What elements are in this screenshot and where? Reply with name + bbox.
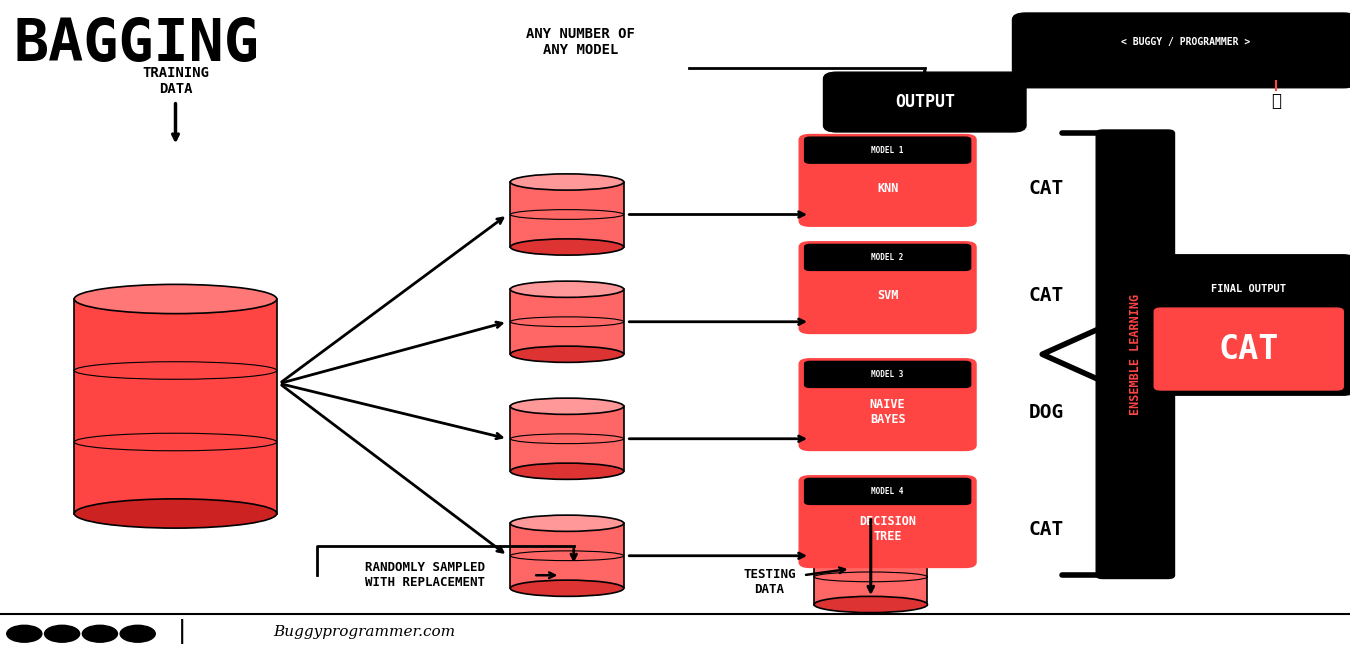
Text: MODEL 1: MODEL 1 (872, 146, 903, 155)
Ellipse shape (510, 239, 624, 255)
Polygon shape (510, 523, 624, 588)
Ellipse shape (510, 281, 624, 298)
FancyBboxPatch shape (799, 242, 976, 333)
FancyBboxPatch shape (1143, 255, 1350, 395)
FancyBboxPatch shape (805, 244, 971, 270)
FancyBboxPatch shape (824, 72, 1026, 132)
Text: ENSEMBLE LEARNING: ENSEMBLE LEARNING (1129, 294, 1142, 415)
Ellipse shape (74, 285, 277, 314)
Polygon shape (510, 406, 624, 471)
Text: Learn with your mistake: Learn with your mistake (1073, 61, 1216, 72)
Text: < BUGGY / PROGRAMMER >: < BUGGY / PROGRAMMER > (1120, 37, 1250, 47)
Text: OUTPUT: OUTPUT (895, 93, 954, 111)
Text: TESTING
DATA: TESTING DATA (744, 567, 795, 596)
Text: CAT: CAT (1029, 179, 1064, 198)
Text: DECISION
TREE: DECISION TREE (859, 515, 917, 543)
Text: 🐞: 🐞 (1270, 92, 1281, 110)
Text: SVM: SVM (878, 289, 898, 302)
Text: KNN: KNN (878, 182, 898, 195)
FancyBboxPatch shape (799, 135, 976, 226)
Ellipse shape (814, 597, 927, 612)
Ellipse shape (510, 174, 624, 190)
Polygon shape (510, 289, 624, 354)
Text: |: | (178, 619, 186, 644)
Text: CAT: CAT (1029, 286, 1064, 305)
FancyBboxPatch shape (799, 476, 976, 567)
Text: CAT: CAT (1029, 520, 1064, 539)
Polygon shape (814, 549, 927, 604)
FancyBboxPatch shape (805, 137, 971, 163)
Text: RANDOMLY SAMPLED
WITH REPLACEMENT: RANDOMLY SAMPLED WITH REPLACEMENT (366, 561, 485, 590)
Text: MODEL 2: MODEL 2 (872, 253, 903, 262)
FancyBboxPatch shape (805, 478, 971, 504)
Circle shape (82, 625, 117, 642)
Text: TRAINING
DATA: TRAINING DATA (142, 66, 209, 96)
Text: MODEL 3: MODEL 3 (872, 370, 903, 379)
FancyBboxPatch shape (799, 359, 976, 450)
Ellipse shape (510, 346, 624, 363)
FancyBboxPatch shape (1012, 13, 1350, 88)
Ellipse shape (74, 499, 277, 528)
Ellipse shape (510, 463, 624, 479)
FancyBboxPatch shape (1154, 308, 1343, 390)
Circle shape (7, 625, 42, 642)
Circle shape (45, 625, 80, 642)
Text: CAT: CAT (1219, 333, 1278, 365)
FancyBboxPatch shape (805, 361, 971, 387)
Ellipse shape (510, 398, 624, 415)
Text: MODEL 4: MODEL 4 (872, 487, 903, 496)
Ellipse shape (510, 515, 624, 532)
Text: NAIVE
BAYES: NAIVE BAYES (869, 398, 906, 426)
Text: FINAL OUTPUT: FINAL OUTPUT (1211, 284, 1287, 294)
Text: DOG: DOG (1029, 403, 1064, 422)
Text: Buggyprogrammer.com: Buggyprogrammer.com (274, 625, 455, 639)
Text: BAGGING: BAGGING (14, 16, 259, 73)
Ellipse shape (814, 541, 927, 558)
FancyBboxPatch shape (1096, 130, 1174, 578)
Ellipse shape (510, 580, 624, 597)
Text: ANY NUMBER OF
ANY MODEL: ANY NUMBER OF ANY MODEL (526, 27, 634, 57)
Polygon shape (510, 182, 624, 247)
Circle shape (120, 625, 155, 642)
Polygon shape (74, 299, 277, 514)
